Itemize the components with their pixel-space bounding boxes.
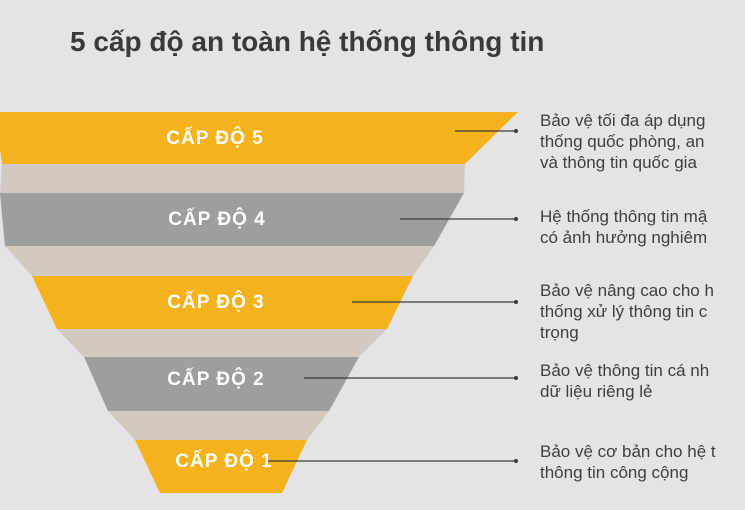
description-line: Bảo vệ thông tin cá nh [540, 361, 710, 380]
level-label: CẤP ĐỘ 3 [167, 291, 264, 313]
description-line: thông tin công cộng [540, 463, 689, 482]
funnel-segment [0, 193, 464, 246]
funnel-segment [32, 276, 413, 329]
leader-dot [514, 129, 518, 133]
level-5-description: Bảo vệ tối đa áp dụng thống quốc phòng, … [540, 110, 705, 173]
level-1-description: Bảo vệ cơ bản cho hệ t thông tin công cộ… [540, 441, 716, 483]
level-3-description: Bảo vệ nâng cao cho h thống xử lý thông … [540, 280, 714, 343]
description-line: Hệ thống thông tin mậ [540, 207, 708, 226]
funnel-segment [135, 440, 307, 493]
level-4-bar: CẤP ĐỘ 4 [0, 193, 464, 246]
leader-dot [514, 376, 518, 380]
description-line: thống quốc phòng, an [540, 132, 705, 151]
leader-dot [514, 217, 518, 221]
level-label: CẤP ĐỘ 2 [167, 368, 264, 390]
funnel-segment [84, 357, 359, 411]
description-line: và thông tin quốc gia [540, 153, 697, 172]
level-3-bar: CẤP ĐỘ 3 [32, 276, 413, 329]
funnel-connector [57, 329, 387, 357]
description-line: trọng [540, 323, 579, 342]
description-line: Bảo vệ nâng cao cho h [540, 281, 714, 300]
level-2-bar: CẤP ĐỘ 2 [84, 357, 359, 411]
leader-dot [514, 459, 518, 463]
funnel-connector [5, 246, 434, 276]
description-line: Bảo vệ tối đa áp dụng [540, 111, 706, 130]
level-1-bar: CẤP ĐỘ 1 [135, 440, 307, 493]
description-line: dữ liệu riêng lẻ [540, 382, 653, 401]
level-label: CẤP ĐỘ 4 [168, 208, 265, 230]
level-label: CẤP ĐỘ 1 [175, 450, 272, 472]
description-line: Bảo vệ cơ bản cho hệ t [540, 442, 716, 461]
leader-dot [514, 300, 518, 304]
funnel-segment [0, 112, 518, 164]
level-label: CẤP ĐỘ 5 [166, 127, 263, 149]
funnel-connector [0, 164, 465, 193]
level-4-description: Hệ thống thông tin mậ có ảnh hưởng nghiê… [540, 206, 707, 248]
description-line: thống xử lý thông tin c [540, 302, 708, 321]
description-line: có ảnh hưởng nghiêm [540, 228, 708, 247]
funnel-connector [108, 411, 329, 440]
page-title: 5 cấp độ an toàn hệ thống thông tin [70, 26, 545, 57]
level-2-description: Bảo vệ thông tin cá nh dữ liệu riêng lẻ [540, 360, 709, 402]
level-5-bar: CẤP ĐỘ 5 [0, 112, 518, 164]
